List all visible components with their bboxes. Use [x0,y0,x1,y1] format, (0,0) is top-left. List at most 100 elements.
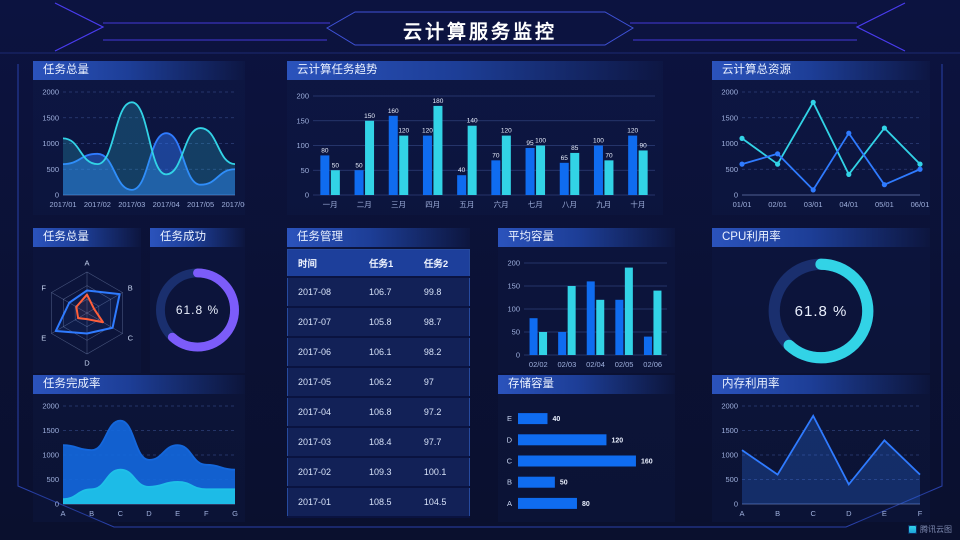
svg-text:2017/01: 2017/01 [49,200,76,209]
svg-text:0: 0 [55,191,59,200]
panel-title: 任务完成率 [43,378,101,390]
svg-text:1000: 1000 [42,451,59,460]
table-cell: 97.7 [413,427,470,457]
svg-text:120: 120 [398,128,409,135]
page-title: 云计算服务监控 [402,22,557,43]
table-row: 2017-06 106.1 98.2 [287,337,470,367]
svg-text:02/05: 02/05 [615,360,634,369]
svg-text:F: F [918,509,923,518]
svg-text:65: 65 [561,155,569,162]
svg-text:三月: 三月 [391,200,406,209]
table-cell: 2017-05 [287,367,359,397]
panel-task-total-area: 任务总量 0 500 1000 1500 2000 2017/01 2017/02 2017/… [33,61,245,215]
svg-text:500: 500 [725,475,738,484]
panel-header: 存储容量 [498,375,675,394]
task-table: 时间 任务1 任务2 2017-08 106.7 99.8 2017-07 105.8 98.… [287,249,470,518]
watermark-text: 腾讯云图 [920,525,952,534]
svg-text:D: D [146,509,152,518]
svg-text:02/02: 02/02 [529,360,548,369]
table-cell: 98.7 [413,307,470,337]
table-cell: 99.8 [413,277,470,307]
svg-text:2000: 2000 [721,88,738,97]
table-cell: 109.3 [358,457,414,487]
svg-text:E: E [882,509,887,518]
panel-memory: 内存利用率 0 500 1000 1500 2000 A B C D E F [712,375,930,522]
svg-text:B: B [128,284,133,293]
svg-text:05/01: 05/01 [875,200,894,209]
svg-text:50: 50 [301,166,309,175]
panel-task-table: 任务管理 时间 任务1 任务2 2017-08 106.7 99.8 2017-07 105… [287,228,470,518]
svg-text:C: C [810,509,816,518]
watermark-logo-icon [908,525,917,534]
table-cell: 2017-08 [287,277,359,307]
table-cell: 106.7 [358,277,414,307]
svg-text:95: 95 [526,140,534,147]
svg-text:150: 150 [296,116,309,125]
cpu-donut: 61.8 % [712,251,930,371]
svg-text:100: 100 [593,138,604,145]
table-header-row: 时间 任务1 任务2 [287,249,470,277]
panel-title: 云计算任务趋势 [297,64,378,76]
svg-text:140: 140 [467,118,478,125]
svg-text:160: 160 [388,108,399,115]
svg-text:D: D [846,509,852,518]
svg-text:0: 0 [734,191,738,200]
task-trend-chart: 0 50 100 150 200 一月 二月 三月 四月 五月 六月 七月 八月 九月 十月 80 50 160 1… [287,84,663,211]
panel-header: 内存利用率 [712,375,930,394]
svg-text:1000: 1000 [42,139,59,148]
panel-title: 任务成功 [160,231,206,243]
table-cell: 106.1 [358,337,414,367]
table-cell: 97 [413,367,470,397]
svg-text:40: 40 [458,167,466,174]
watermark: 腾讯云图 [908,524,952,535]
svg-text:C: C [118,509,124,518]
svg-text:A: A [84,259,89,268]
avg-capacity-chart: 0 50 100 150 200 02/02 02/03 02/04 02/05 02/06 [498,251,675,371]
svg-text:50: 50 [332,162,340,169]
completion-chart: 0 500 1000 1500 2000 A B C D E F G [33,398,245,520]
table-header-cell: 任务1 [358,249,414,277]
panel-task-success: 任务成功 61.8 % [150,228,245,373]
svg-text:B: B [507,478,512,487]
table-cell: 100.1 [413,457,470,487]
svg-text:0: 0 [516,351,520,360]
svg-text:F: F [41,284,46,293]
svg-text:02/06: 02/06 [643,360,662,369]
svg-text:D: D [84,359,90,368]
panel-header: 任务总量 [33,61,245,80]
svg-text:十月: 十月 [630,199,645,209]
svg-text:F: F [204,509,209,518]
panel-total-resource: 云计算总资源 0 500 1000 1500 2000 01/01 02/01 03/01 04… [712,61,930,215]
table-cell: 104.5 [413,487,470,517]
svg-text:2017/05: 2017/05 [187,200,214,209]
table-cell: 2017-01 [287,487,359,517]
svg-text:1000: 1000 [721,139,738,148]
table-header-cell: 任务2 [413,249,470,277]
svg-text:03/01: 03/01 [804,200,823,209]
svg-text:2017/03: 2017/03 [118,200,145,209]
panel-task-trend: 云计算任务趋势 0 50 100 150 200 一月 二月 三月 四月 五月 六月 七月 八月 九月 十月… [287,61,663,215]
svg-text:100: 100 [535,138,546,145]
svg-text:02/04: 02/04 [586,360,605,369]
panel-header: 任务总量 [33,228,141,247]
svg-text:E: E [41,334,46,343]
task-success-donut: 61.8 % [150,251,245,369]
svg-text:八月: 八月 [562,200,577,209]
panel-title: 任务管理 [297,231,343,243]
task-total-area-chart: 0 500 1000 1500 2000 2017/01 2017/02 2017/03 201… [33,84,245,211]
svg-text:C: C [128,334,134,343]
svg-text:180: 180 [433,98,444,105]
cpu-value: 61.8 % [794,302,848,320]
svg-text:G: G [232,509,238,518]
svg-text:500: 500 [725,165,738,174]
table-cell: 97.2 [413,397,470,427]
svg-text:0: 0 [734,500,738,509]
panel-header: 任务管理 [287,228,470,247]
panel-completion: 任务完成率 0 500 1000 1500 2000 A B C D E F G [33,375,245,522]
svg-text:500: 500 [46,475,59,484]
svg-text:2017/02: 2017/02 [84,200,111,209]
svg-text:70: 70 [605,152,613,159]
task-success-value: 61.8 % [175,303,220,317]
panel-header: 任务成功 [150,228,245,247]
